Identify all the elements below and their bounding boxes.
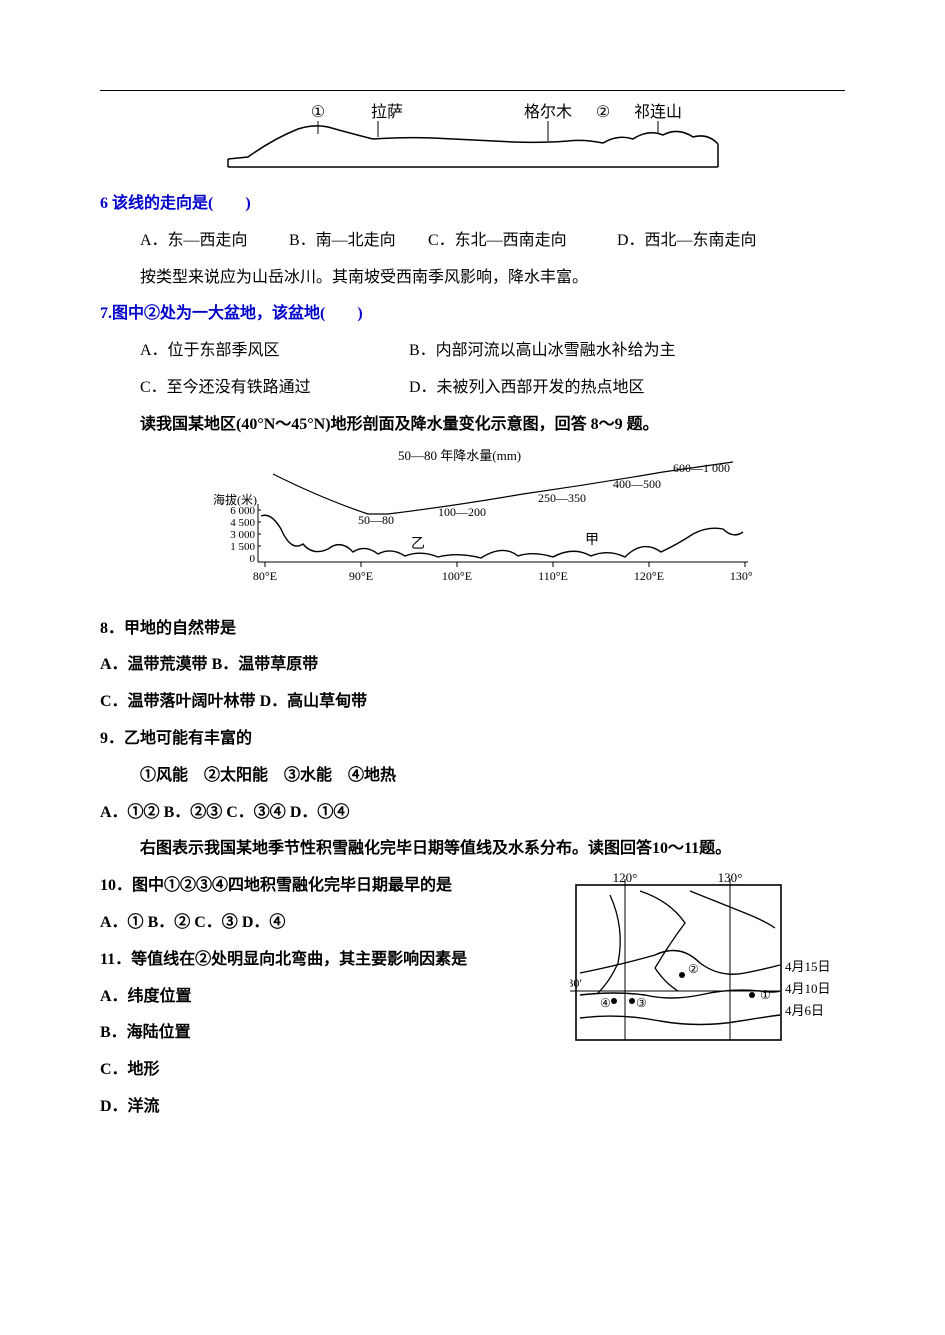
q6-opt-d: D．西北—东南走向 (617, 223, 757, 260)
q6-opt-a: A．东—西走向 (140, 223, 285, 260)
q9-opt-a: A．①② (100, 804, 160, 821)
q6-options: A．东—西走向 B．南—北走向 C．东北—西南走向 D．西北—东南走向 (100, 223, 845, 260)
q8-opt-a: A．温带荒漠带 (100, 656, 208, 673)
fig2-xtick-4: 120°E (633, 569, 663, 583)
q8-options-row2: C．温带落叶阔叶林带 D．高山草甸带 (100, 684, 845, 721)
q7-lead: 读我国某地区(40°N～45°N)地形剖面及降水量变化示意图，回答 8～9 题。 (100, 407, 845, 444)
q6-stem: 6 该线的走向是( ) (100, 186, 845, 223)
fig1-label-lhasa: 拉萨 (371, 103, 403, 121)
q7-opt-c: C．至今还没有铁路通过 (140, 370, 405, 407)
q10-options: A．① B．② C．③ D．④ (100, 905, 845, 942)
fig2-title: 50—80 年降水量(mm) (398, 448, 521, 463)
q11-opt-d: D．洋流 (100, 1089, 845, 1126)
profile-precip-svg: 50—80 年降水量(mm) 海拔(米) 6 000 4 500 3 000 1… (193, 444, 753, 594)
q10-opt-a: A．① (100, 914, 144, 931)
q9-stem: 9．乙地可能有丰富的 (100, 721, 845, 758)
fig2-plabel-0: 50—80 (358, 513, 394, 527)
fig2-plabel-1: 100—200 (438, 505, 486, 519)
precip-line (273, 462, 733, 514)
q7-opt-b: B．内部河流以高山冰雪融水补给为主 (409, 333, 676, 370)
fig2-ytick-3: 1 500 (230, 541, 255, 553)
fig2-marker-jia: 甲 (585, 533, 599, 548)
q9-opt-d: D．①④ (290, 804, 350, 821)
q6-note: 按类型来说应为山岳冰川。其南坡受西南季风影响，降水丰富。 (100, 260, 845, 297)
q8-opt-b: B．温带草原带 (212, 656, 319, 673)
q7-options-row2: C．至今还没有铁路通过 D．未被列入西部开发的热点地区 (100, 370, 845, 407)
profile-railway-svg: ① 拉萨 格尔木 ② 祁连山 (213, 99, 733, 169)
fig2-xtick-0: 80°E (252, 569, 276, 583)
q11-opt-b: B．海陆位置 (100, 1015, 845, 1052)
profile-line (228, 126, 718, 159)
q7-stem: 7.图中②处为一大盆地，该盆地( ) (100, 296, 845, 333)
fig1-label-qilian: 祁连山 (633, 103, 681, 121)
fig2-xtick-3: 110°E (538, 569, 568, 583)
q8-opt-c: C．温带落叶阔叶林带 (100, 693, 256, 710)
fig2-marker-yi: 乙 (411, 536, 425, 552)
fig1-label-2: ② (595, 104, 609, 121)
fig1-label-golmud: 格尔木 (523, 103, 571, 121)
terrain-line (261, 515, 743, 558)
q8-opt-d: D．高山草甸带 (260, 693, 368, 710)
q9-lead: 右图表示我国某地季节性积雪融化完毕日期等值线及水系分布。读图回答10～11题。 (100, 831, 845, 868)
fig2-ytick-2: 3 000 (230, 529, 255, 541)
top-rule (100, 90, 845, 91)
q10-opt-d: D．④ (242, 914, 286, 931)
fig2-ytick-4: 0 (249, 553, 255, 565)
q9-options: A．①② B．②③ C．③④ D．①④ (100, 795, 845, 832)
figure-profile-railway: ① 拉萨 格尔木 ② 祁连山 (100, 99, 845, 174)
q10-stem: 10．图中①②③④四地积雪融化完毕日期最早的是 (100, 868, 845, 905)
q8-stem: 8．甲地的自然带是 (100, 611, 845, 648)
q11-opt-c: C．地形 (100, 1052, 845, 1089)
figure-profile-precip: 50—80 年降水量(mm) 海拔(米) 6 000 4 500 3 000 1… (100, 444, 845, 599)
q6-opt-c: C．东北—西南走向 (428, 223, 613, 260)
q6-opt-b: B．南—北走向 (289, 223, 424, 260)
q9-choices: ①风能 ②太阳能 ③水能 ④地热 (100, 758, 845, 795)
fig2-ytick-0: 6 000 (230, 505, 255, 517)
q11-opt-a: A．纬度位置 (100, 979, 845, 1016)
fig2-plabel-4: 600—1 000 (673, 461, 730, 475)
fig2-xtick-5: 130°E (729, 569, 752, 583)
q10-opt-c: C．③ (194, 914, 238, 931)
q9-opt-b: B．②③ (164, 804, 223, 821)
q7-opt-a: A．位于东部季风区 (140, 333, 405, 370)
fig1-label-1: ① (310, 104, 324, 121)
fig2-xtick-2: 100°E (441, 569, 471, 583)
q7-options-row1: A．位于东部季风区 B．内部河流以高山冰雪融水补给为主 (100, 333, 845, 370)
fig2-ytick-1: 4 500 (230, 517, 255, 529)
fig2-plabel-2: 250—350 (538, 491, 586, 505)
q7-opt-d: D．未被列入西部开发的热点地区 (409, 370, 645, 407)
q11-stem: 11．等值线在②处明显向北弯曲，其主要影响因素是 (100, 942, 845, 979)
fig2-xtick-1: 90°E (348, 569, 372, 583)
q10-opt-b: B．② (148, 914, 191, 931)
fig2-plabel-3: 400—500 (613, 477, 661, 491)
q9-opt-c: C．③④ (226, 804, 286, 821)
q8-options-row1: A．温带荒漠带 B．温带草原带 (100, 647, 845, 684)
